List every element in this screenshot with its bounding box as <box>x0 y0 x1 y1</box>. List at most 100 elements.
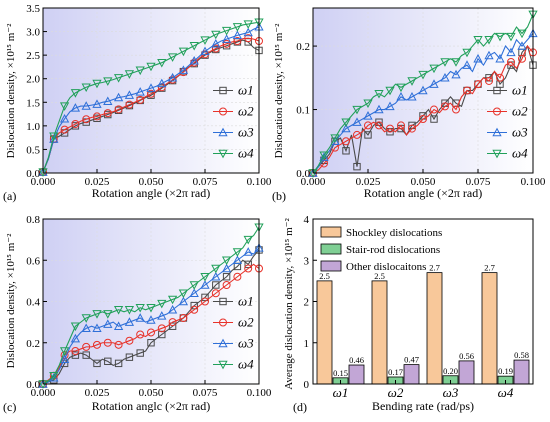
data-point <box>60 125 69 134</box>
x-tick-label: 0.025 <box>85 387 110 399</box>
data-point <box>201 297 209 306</box>
bar-3 <box>458 360 475 385</box>
x-tick-label: 0.025 <box>356 176 381 188</box>
y-tick-label: 2 <box>304 297 310 309</box>
data-point <box>178 47 189 57</box>
y-tick-label: 0.6 <box>26 255 40 267</box>
series-line-2 <box>312 45 534 174</box>
data-point <box>221 256 232 266</box>
data-point <box>211 289 220 298</box>
data-point <box>82 351 90 359</box>
data-point <box>451 58 461 67</box>
data-point <box>474 80 482 89</box>
data-point <box>92 99 102 108</box>
x-tick-label: 0.050 <box>139 176 164 188</box>
data-point <box>342 147 350 155</box>
data-point <box>113 306 124 315</box>
data-point <box>157 78 167 88</box>
data-point <box>114 105 123 114</box>
x-tick-label: 0.100 <box>247 176 272 188</box>
data-point <box>407 77 417 86</box>
data-point <box>363 99 373 109</box>
data-point <box>93 340 101 349</box>
data-point <box>364 131 372 139</box>
data-point <box>397 121 405 130</box>
bar-value-label: 0.15 <box>333 368 348 378</box>
legend-label-2: ω2 <box>512 104 528 119</box>
y-tick-label: 3.5 <box>26 3 40 15</box>
panel-a-label: (a) <box>3 189 16 203</box>
legend-swatch-3 <box>320 260 342 272</box>
y-tick-label: 0.2 <box>26 338 40 350</box>
panel-c-label: (c) <box>3 400 16 414</box>
data-point <box>136 95 145 104</box>
data-point <box>103 109 112 118</box>
data-point <box>430 105 438 114</box>
panel-c-legend: ω1 ω2 ω3 ω4 <box>213 294 254 372</box>
data-point <box>244 34 253 43</box>
data-point <box>200 36 210 45</box>
data-point <box>473 53 483 63</box>
data-point <box>496 73 504 82</box>
legend-label-3: Other dislocaitons <box>346 261 426 273</box>
data-point <box>157 324 166 333</box>
data-point <box>419 115 427 124</box>
data-point <box>125 353 134 361</box>
data-point <box>385 101 395 111</box>
bar-value-label: 0.46 <box>349 355 364 365</box>
data-point <box>49 372 59 381</box>
panel-b-legend: ω1 ω2 ω3 ω4 <box>487 83 528 161</box>
data-point <box>178 296 189 306</box>
legend-marker-4 <box>492 149 502 159</box>
data-point <box>244 38 252 46</box>
data-point <box>70 322 81 332</box>
data-point <box>92 323 102 333</box>
data-point <box>124 90 135 99</box>
legend-label-1: ω1 <box>512 83 528 98</box>
legend-marker-1 <box>219 297 227 306</box>
data-point <box>221 263 232 273</box>
data-point <box>167 304 178 314</box>
legend-label-1: Shockley dislocations <box>346 227 442 239</box>
data-point <box>136 330 145 339</box>
bar-3 <box>513 359 530 385</box>
bar-1 <box>371 280 388 385</box>
data-point <box>125 336 134 345</box>
x-tick-label: 0.050 <box>411 176 436 188</box>
data-point <box>103 77 113 86</box>
legend-label-1: ω1 <box>238 83 254 98</box>
data-point <box>147 89 155 98</box>
panel-c-series <box>38 223 264 389</box>
data-point <box>59 354 70 363</box>
data-point <box>244 260 252 269</box>
data-point <box>92 79 102 89</box>
panel-a-series <box>38 18 264 177</box>
legend-label-1: ω1 <box>238 294 254 309</box>
x-tick-label: 0.075 <box>193 176 218 188</box>
panel-d-ticks: 0 1 2 3 4 ω1 ω2 ω3 ω4 <box>304 214 514 400</box>
data-point <box>341 118 351 128</box>
data-point <box>81 323 91 333</box>
data-point <box>113 321 124 330</box>
data-point <box>71 347 80 355</box>
data-point <box>385 86 395 96</box>
y-tick-label: 0.0 <box>26 168 40 180</box>
data-point <box>221 26 232 36</box>
y-tick-label: 3.0 <box>26 27 40 39</box>
y-tick-label: 3 <box>304 255 310 267</box>
data-point <box>232 248 243 257</box>
bar-value-label: 0.17 <box>388 367 403 377</box>
data-point <box>407 91 417 101</box>
data-point <box>353 130 361 139</box>
data-point <box>147 339 155 347</box>
data-point <box>341 123 351 133</box>
bar-value-label: 0.19 <box>498 366 513 376</box>
data-point <box>167 295 178 305</box>
data-point <box>59 113 70 123</box>
legend-label-3: ω3 <box>512 125 528 140</box>
panel-a-xlabel: Rotation angle (×2π rad) <box>92 186 210 200</box>
legend-marker-1 <box>219 86 227 95</box>
data-point <box>189 288 199 297</box>
